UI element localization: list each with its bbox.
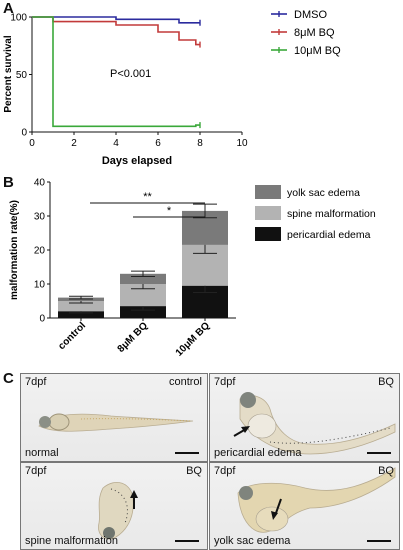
annotation-pvalue: P<0.001 (110, 68, 151, 80)
arrow-icon (275, 498, 282, 514)
photo-treatment: BQ (378, 465, 394, 477)
significance-label: * (167, 205, 172, 217)
significance-label: ** (143, 191, 152, 203)
bar-segment (120, 273, 166, 284)
x-tick-label: control (56, 320, 88, 352)
x-tick-label: 8μM BQ (116, 320, 151, 355)
scale-bar (175, 452, 199, 454)
legend-label: yolk sac edema (287, 187, 360, 199)
legend-swatch (255, 185, 281, 199)
x-tick-label: 6 (155, 138, 161, 149)
photo-stage: 7dpf (214, 465, 236, 477)
photo-treatment: BQ (186, 465, 202, 477)
photo-caption: yolk sac edema (214, 535, 291, 547)
photo-pericardial-edema: 7dpf BQ pericardial edema (209, 373, 400, 462)
legend-swatch (255, 206, 281, 220)
legend-label: pericardial edema (287, 229, 371, 241)
larva-image (98, 481, 138, 540)
photo-caption: spine malformation (25, 535, 118, 547)
y-tick-label: 0 (21, 128, 27, 139)
photo-stage: 7dpf (25, 465, 47, 477)
series-line (32, 16, 200, 24)
legend-label: 10μM BQ (294, 45, 341, 57)
x-axis-label: Days elapsed (102, 155, 172, 167)
photo-caption: pericardial edema (214, 447, 302, 459)
x-tick-label: 10 (236, 138, 248, 149)
x-tick-label: 2 (71, 138, 77, 149)
photo-stage: 7dpf (214, 376, 236, 388)
series-line (32, 16, 200, 46)
panel-b-letter: B (3, 174, 14, 191)
x-tick-label: 8 (197, 138, 203, 149)
bar-segment (58, 311, 104, 318)
x-tick-label: 10μM BQ (174, 320, 213, 359)
photo-yolk-sac-edema: 7dpf BQ yolk sac edema (209, 462, 400, 550)
y-tick-label: 40 (34, 178, 46, 189)
legend-label: spine malformation (287, 208, 376, 220)
photo-treatment: BQ (378, 376, 394, 388)
scale-bar (367, 540, 391, 542)
larva-image (38, 413, 194, 432)
scale-bar (175, 540, 199, 542)
y-axis-label: malformation rate(%) (9, 200, 20, 300)
y-tick-label: 0 (39, 314, 45, 325)
x-tick-label: 4 (113, 138, 119, 149)
photo-stage: 7dpf (25, 376, 47, 388)
legend-label: DMSO (294, 9, 327, 21)
panel-c-letter: C (3, 370, 14, 387)
y-tick-label: 10 (34, 280, 46, 291)
y-tick-label: 20 (34, 246, 46, 257)
bar-segment (120, 306, 166, 318)
bar-segment (120, 284, 166, 307)
y-tick-label: 50 (16, 70, 28, 81)
y-tick-label: 30 (34, 212, 46, 223)
bar-segment (58, 301, 104, 312)
y-axis-label: Percent survival (3, 35, 14, 112)
y-tick-label: 100 (10, 13, 27, 24)
legend-label: 8μM BQ (294, 27, 335, 39)
series-line (32, 16, 200, 128)
photo-treatment: control (168, 376, 202, 388)
x-tick-label: 0 (29, 138, 35, 149)
larva-image (237, 467, 396, 533)
photo-caption: normal (25, 447, 59, 459)
photo-normal: 7dpf control normal (20, 373, 208, 462)
legend-swatch (255, 227, 281, 241)
larva-image (233, 392, 396, 455)
panel-a-letter: A (3, 0, 14, 17)
scale-bar (367, 452, 391, 454)
photo-spine-malformation: 7dpf BQ spine malformation (20, 462, 208, 550)
